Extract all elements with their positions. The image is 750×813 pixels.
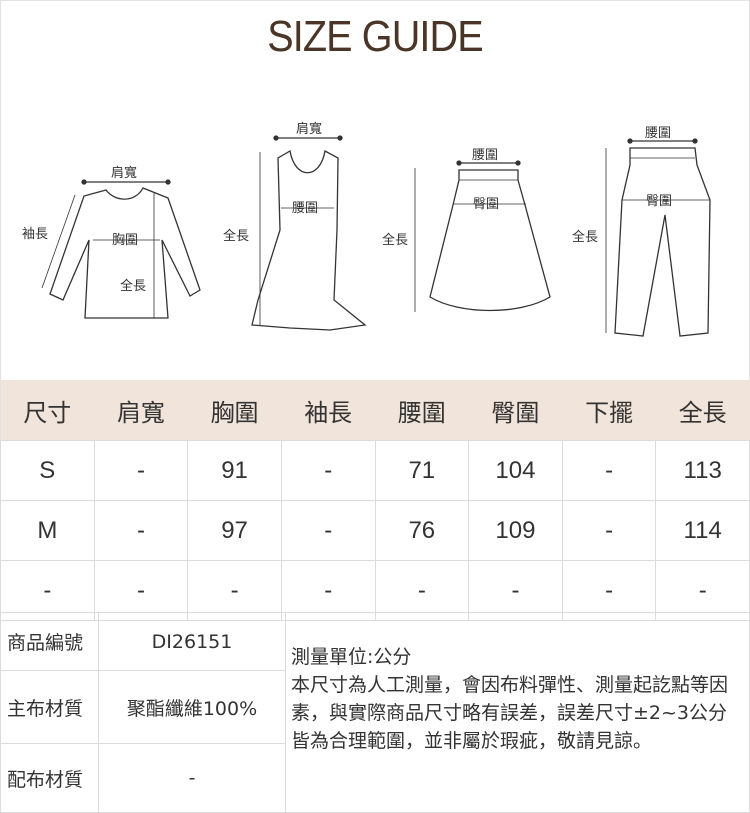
pants-length-label: 全長 <box>572 229 598 245</box>
pants-waist-label: 腰圍 <box>645 126 671 141</box>
info-row: 商品編號 DI26151 測量單位:公分 本尺寸為人工測量，會因布料彈性、測量起… <box>0 612 750 813</box>
skirt-diagram: 腰圍 臀圍 全長 <box>382 148 551 312</box>
measurement-cell: - <box>93 440 189 501</box>
size-row: -------- <box>0 560 750 621</box>
measurement-note: 測量單位:公分 本尺寸為人工測量，會因布料彈性、測量起訖點等因素，與實際商品尺寸… <box>285 612 750 813</box>
dress-diagram: 肩寬 腰圍 全長 <box>223 121 367 331</box>
top-sleeve-label: 袖長 <box>22 227 48 242</box>
size-table: 尺寸 肩寬 胸圍 袖長 腰圍 臀圍 下擺 全長 S -91-71 104-113 M -… <box>0 380 750 621</box>
header-cell: 尺寸 <box>0 380 95 441</box>
measurement-cell: 91 <box>187 440 282 501</box>
measurement-cell: - <box>655 560 750 621</box>
pants-hip-label: 臀圍 <box>646 194 672 209</box>
page-title: SIZE GUIDE <box>267 12 483 61</box>
header-cell: 臀圍 <box>468 380 563 441</box>
header-cell: 胸圍 <box>187 380 282 441</box>
main-material-label: 主布材質 <box>0 670 99 744</box>
measurement-cell: 76 <box>374 500 470 561</box>
header-cell: 肩寬 <box>94 380 188 441</box>
main-material-value: 聚酯纖維100% <box>98 670 286 744</box>
size-cell: M <box>0 500 95 561</box>
header-cell: 下擺 <box>562 380 656 441</box>
measurement-cell: 109 <box>468 500 563 561</box>
garment-diagrams: 肩寬 袖長 胸圍 全長 肩寬 腰圍 全長 腰圍 臀圍 全長 腰圍 臀圍 全長 <box>22 121 711 337</box>
measurement-cell: 104 <box>468 440 563 501</box>
size-cell: - <box>0 560 95 621</box>
product-code-label: 商品編號 <box>0 612 99 671</box>
measurement-cell: 71 <box>374 440 470 501</box>
measurement-cell: - <box>561 440 657 501</box>
dress-waist-label: 腰圍 <box>292 201 318 216</box>
header-cell: 袖長 <box>281 380 375 441</box>
skirt-waist-label: 腰圍 <box>472 148 498 163</box>
size-cell: S <box>0 440 95 501</box>
size-row: S -91-71 104-113 <box>0 440 750 501</box>
measurement-cell: - <box>280 440 376 501</box>
size-row: M -97-76 109-114 <box>0 500 750 561</box>
skirt-hip-label: 臀圍 <box>473 197 499 212</box>
dress-shoulder-label: 肩寬 <box>296 121 322 137</box>
measurement-cell: - <box>280 500 376 561</box>
measurement-cell: - <box>280 560 376 621</box>
product-code-value: DI26151 <box>98 612 286 671</box>
measurement-cell: 113 <box>655 440 750 501</box>
pants-diagram: 腰圍 臀圍 全長 <box>572 126 711 337</box>
header-cell: 腰圍 <box>375 380 469 441</box>
info-row: 配布材質 - <box>0 743 750 813</box>
disclaimer: 本尺寸為人工測量，會因布料彈性、測量起訖點等因素，與實際商品尺寸略有誤差，誤差尺… <box>291 674 729 752</box>
measurement-cell: - <box>374 560 470 621</box>
measurement-cell: - <box>468 560 563 621</box>
top-chest-label: 胸圍 <box>112 233 138 248</box>
measurement-cell: 114 <box>655 500 750 561</box>
size-table-header: 尺寸 肩寬 胸圍 袖長 腰圍 臀圍 下擺 全長 <box>0 380 750 441</box>
lining-material-value: - <box>98 743 286 813</box>
unit-note: 測量單位:公分 <box>291 646 412 668</box>
header-cell: 全長 <box>655 380 750 441</box>
measurement-cell: 97 <box>187 500 282 561</box>
product-info-table: 商品編號 DI26151 測量單位:公分 本尺寸為人工測量，會因布料彈性、測量起… <box>0 612 750 813</box>
skirt-length-label: 全長 <box>382 232 408 248</box>
top-diagram: 肩寬 袖長 胸圍 全長 <box>22 165 201 319</box>
lining-material-label: 配布材質 <box>0 743 99 813</box>
top-length-label: 全長 <box>120 278 146 294</box>
measurement-cell: - <box>561 500 657 561</box>
dress-length-label: 全長 <box>223 228 249 244</box>
measurement-cell: - <box>93 500 189 561</box>
top-shoulder-label: 肩寬 <box>111 165 137 181</box>
info-row: 主布材質 聚酯纖維100% <box>0 670 750 744</box>
